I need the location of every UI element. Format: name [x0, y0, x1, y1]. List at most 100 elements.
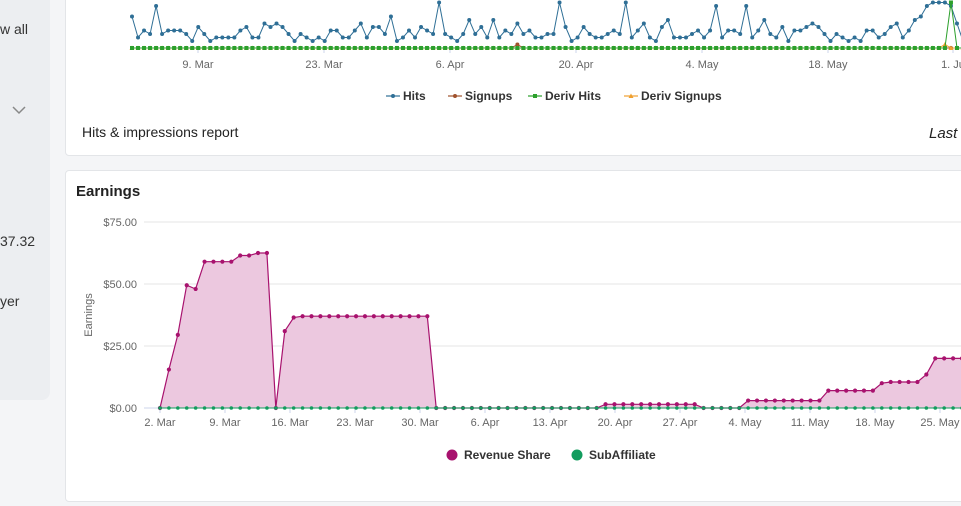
hits-point — [317, 36, 321, 40]
subaffiliate-point — [336, 406, 340, 410]
subaffiliate-point — [221, 406, 225, 410]
hits-point — [431, 46, 435, 50]
hits-point — [136, 46, 140, 50]
hits-point — [552, 32, 556, 36]
hits-point — [497, 46, 501, 50]
date-range-label[interactable]: Last — [929, 125, 957, 142]
revenue-share-point — [808, 398, 812, 402]
hits-point — [515, 46, 519, 50]
hits-point — [943, 46, 947, 50]
hits-point — [437, 1, 441, 5]
hits-point — [606, 32, 610, 36]
hits-point — [299, 46, 303, 50]
hits-point — [503, 29, 507, 33]
hits-point — [281, 46, 285, 50]
subaffiliate-point — [925, 406, 929, 410]
revenue-share-point — [693, 402, 697, 406]
revenue-share-point — [630, 402, 634, 406]
view-all-link[interactable]: w all — [0, 21, 28, 37]
hits-point — [371, 25, 375, 29]
subaffiliate-point — [479, 406, 483, 410]
hits-point — [678, 36, 682, 40]
revenue-share-point — [755, 398, 759, 402]
chevron-down-icon[interactable] — [12, 105, 26, 115]
hits-point — [214, 46, 218, 50]
earnings-legend-label: Revenue Share — [464, 448, 551, 462]
hits-point — [636, 29, 640, 33]
hits-point — [467, 18, 471, 22]
hits-point — [907, 29, 911, 33]
hits-point — [810, 46, 814, 50]
hits-point — [407, 29, 411, 33]
revenue-share-point — [800, 398, 804, 402]
hits-legend-item[interactable]: Hits — [386, 89, 426, 103]
hits-point — [816, 46, 820, 50]
hits-legend-label: Deriv Signups — [641, 89, 722, 103]
subaffiliate-point — [666, 406, 670, 410]
left-summary-panel: w all 37.32 yer — [0, 0, 50, 400]
hits-point — [347, 46, 351, 50]
hits-series-line-2 — [132, 3, 961, 49]
hits-point — [521, 46, 525, 50]
hits-point — [527, 29, 531, 33]
revenue-share-point — [791, 398, 795, 402]
hits-point — [744, 46, 748, 50]
earnings-x-tick-label: 13. Apr — [533, 417, 568, 429]
hits-point — [220, 46, 224, 50]
hits-point — [798, 46, 802, 50]
earnings-legend-item[interactable]: Revenue Share — [447, 448, 552, 462]
earnings-title: Earnings — [76, 183, 140, 200]
hits-point — [250, 46, 254, 50]
hits-point — [612, 46, 616, 50]
hits-point — [708, 46, 712, 50]
hits-point — [160, 32, 164, 36]
hits-point — [684, 36, 688, 40]
revenue-share-point — [345, 314, 349, 318]
hits-point — [437, 46, 441, 50]
hits-point — [871, 46, 875, 50]
hits-point — [238, 29, 242, 33]
hits-point — [654, 46, 658, 50]
hits-point — [841, 36, 845, 40]
subaffiliate-point — [604, 406, 608, 410]
subaffiliate-point — [372, 406, 376, 410]
hits-legend-item[interactable]: Deriv Hits — [528, 89, 601, 103]
subaffiliate-point — [176, 406, 180, 410]
summary-label: yer — [0, 293, 19, 309]
hits-point — [208, 46, 212, 50]
hits-legend-item[interactable]: Deriv Signups — [624, 89, 722, 103]
subaffiliate-point — [283, 406, 287, 410]
hits-point — [630, 46, 634, 50]
hits-point — [762, 18, 766, 22]
revenue-share-point — [889, 380, 893, 384]
hits-point — [311, 46, 315, 50]
subaffiliate-point — [791, 406, 795, 410]
hits-point — [546, 32, 550, 36]
hits-legend-item[interactable]: Signups — [448, 89, 513, 103]
hits-point — [299, 32, 303, 36]
hits-legend-label: Signups — [465, 89, 513, 103]
subaffiliate-point — [630, 406, 634, 410]
hits-point — [829, 39, 833, 43]
hits-point — [841, 46, 845, 50]
subaffiliate-point — [764, 406, 768, 410]
subaffiliate-point — [853, 406, 857, 410]
hits-point — [726, 46, 730, 50]
hits-point — [594, 46, 598, 50]
hits-point — [142, 46, 146, 50]
hits-point — [202, 46, 206, 50]
revenue-share-point — [220, 260, 224, 264]
subaffiliate-point — [158, 406, 162, 410]
revenue-share-point — [844, 389, 848, 393]
hits-point — [925, 4, 929, 8]
hits-point — [473, 32, 477, 36]
hits-point — [166, 29, 170, 33]
earnings-legend-item[interactable]: SubAffiliate — [572, 448, 656, 462]
hits-point — [293, 46, 297, 50]
hits-point — [660, 25, 664, 29]
subaffiliate-point — [862, 406, 866, 410]
subaffiliate-point — [595, 406, 599, 410]
subaffiliate-point — [693, 406, 697, 410]
subaffiliate-point — [443, 406, 447, 410]
revenue-share-point — [407, 314, 411, 318]
